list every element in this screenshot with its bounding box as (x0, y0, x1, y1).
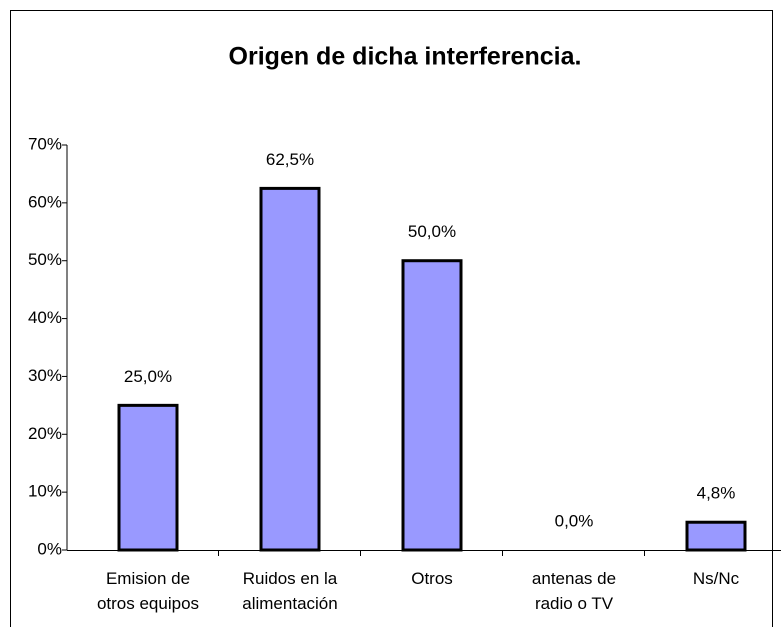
x-tick-label: Otros (411, 569, 453, 588)
value-label: 50,0% (408, 222, 456, 241)
chart-title: Origen de dicha interferencia. (229, 43, 582, 71)
y-tick-label: 20% (28, 424, 62, 443)
bar (117, 403, 179, 552)
bar (401, 259, 463, 552)
value-label: 25,0% (124, 367, 172, 386)
x-tick-label: Ruidos en la alimentación (242, 569, 338, 613)
y-tick-label: 30% (28, 366, 62, 385)
y-tick-label: 60% (28, 192, 62, 211)
x-tick-label: Ns/Nc (693, 569, 740, 588)
bar (259, 186, 321, 552)
y-tick-label: 70% (28, 134, 62, 153)
value-label: 0,0% (555, 511, 594, 530)
bar (685, 520, 747, 552)
value-label: 62,5% (266, 150, 314, 169)
value-label: 4,8% (697, 484, 736, 503)
y-tick-label: 0% (37, 539, 62, 558)
x-tick-label: antenas de radio o TV (532, 569, 616, 613)
y-tick-label: 40% (28, 308, 62, 327)
x-tick-label: Emision de otros equipos (97, 569, 199, 613)
y-tick-label: 10% (28, 482, 62, 501)
y-tick-label: 50% (28, 250, 62, 269)
